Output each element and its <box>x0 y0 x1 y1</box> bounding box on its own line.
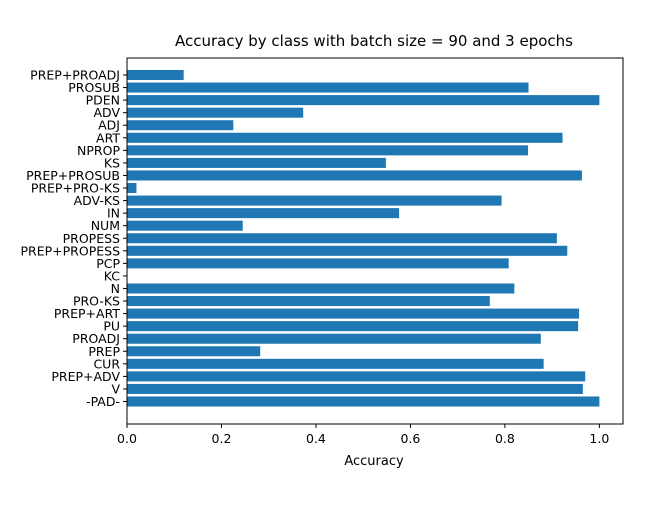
bar-in <box>127 208 400 219</box>
x-tick-label: 0.8 <box>495 431 515 446</box>
y-axis-ticks: -PAD-VPREP+ADVCURPREPPROADJPUPREP+ARTPRO… <box>21 68 127 409</box>
y-tick-label: PCP <box>96 256 120 271</box>
bars-group <box>127 69 600 407</box>
x-tick-label: 0.2 <box>212 431 232 446</box>
y-tick-label: PROPESS <box>63 231 120 246</box>
bar-prep-adv <box>127 371 586 382</box>
bar-prep-proadj <box>127 69 184 81</box>
y-tick-label: PREP+PROADJ <box>30 68 120 83</box>
y-tick-label: ART <box>96 130 120 145</box>
y-tick-label: PDEN <box>86 93 120 108</box>
bar-pden <box>127 95 600 106</box>
bar-nprop <box>127 145 529 156</box>
y-tick-label: PREP+PRO-KS <box>31 181 120 196</box>
y-tick-label: PREP+PROSUB <box>26 168 120 183</box>
chart-title: Accuracy by class with batch size = 90 a… <box>175 32 573 50</box>
y-tick-label: ADV <box>93 105 120 120</box>
y-tick-label: PU <box>103 319 120 334</box>
y-tick-label: IN <box>107 206 120 221</box>
y-tick-label: ADJ <box>98 118 120 133</box>
x-axis-ticks: 0.0 0.2 0.4 0.6 0.8 1.0 <box>117 424 609 446</box>
x-tick-label: 0.4 <box>306 431 326 446</box>
bar-prep-prosub <box>127 170 582 181</box>
y-tick-label: PREP+ADV <box>51 369 120 384</box>
y-tick-label: NUM <box>91 218 120 233</box>
bar-adv-ks <box>127 195 502 206</box>
bar-prep-pro-ks <box>127 182 137 194</box>
x-tick-label: 0.6 <box>400 431 420 446</box>
bar-pad <box>127 396 600 407</box>
bar-num <box>127 220 243 231</box>
bar-pro-ks <box>127 296 490 307</box>
y-tick-label: PROADJ <box>72 331 120 346</box>
x-axis-label: Accuracy <box>344 454 404 469</box>
y-tick-label: PREP+PROPESS <box>21 243 121 258</box>
y-tick-label: N <box>111 281 120 296</box>
bar-propess <box>127 233 557 244</box>
y-tick-label: -PAD- <box>86 394 120 409</box>
y-tick-label: PREP+ART <box>54 306 120 321</box>
bar-cur <box>127 358 544 369</box>
plot-frame <box>126 57 624 425</box>
x-tick-label: 0.0 <box>117 431 137 446</box>
y-tick-label: PROSUB <box>68 80 120 95</box>
y-tick-label: PREP <box>88 344 120 359</box>
x-tick-label: 1.0 <box>589 431 609 446</box>
bar-prep-art <box>127 308 580 319</box>
bar-adv <box>127 107 304 118</box>
y-tick-label: PRO-KS <box>73 294 120 309</box>
y-tick-label: V <box>111 381 120 396</box>
bar-ks <box>127 157 386 168</box>
bar-adj <box>127 120 234 131</box>
y-tick-label: KC <box>104 268 121 283</box>
y-tick-label: CUR <box>93 356 120 371</box>
bar-prep-propess <box>127 245 568 256</box>
bar-v <box>127 383 583 394</box>
y-tick-label: KS <box>104 155 120 170</box>
bar-prep <box>127 346 261 357</box>
bar-pu <box>127 321 579 332</box>
bar-n <box>127 283 515 294</box>
y-tick-label: ADV-KS <box>74 193 120 208</box>
y-tick-label: NPROP <box>77 143 120 158</box>
bar-prosub <box>127 82 529 93</box>
bar-art <box>127 132 563 143</box>
bar-proadj <box>127 333 541 344</box>
bar-pcp <box>127 258 509 269</box>
